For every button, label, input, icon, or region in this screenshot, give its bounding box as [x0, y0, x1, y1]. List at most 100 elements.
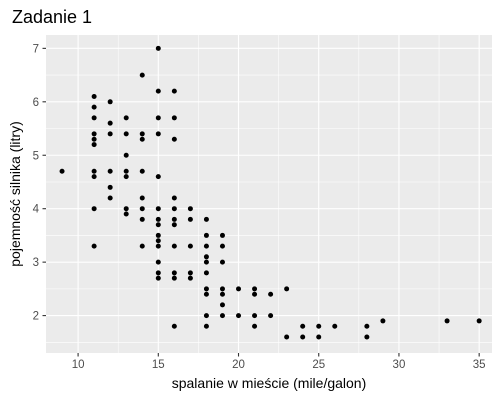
scatter-point	[203, 232, 209, 238]
y-tick-label: 2	[33, 311, 39, 323]
scatter-point	[139, 216, 145, 222]
scatter-point	[203, 313, 209, 319]
y-axis-title: pojemność silnika (litry)	[7, 121, 23, 266]
x-tick-label: 30	[393, 359, 406, 371]
scatter-point	[300, 334, 306, 340]
scatter-point	[219, 232, 225, 238]
scatter-point	[187, 243, 193, 249]
scatter-point	[171, 275, 177, 281]
scatter-point	[171, 222, 177, 228]
scatter-point	[364, 323, 370, 329]
x-tick-label: 35	[473, 359, 486, 371]
scatter-point	[171, 195, 177, 201]
scatter-point	[203, 259, 209, 265]
scatter-point	[219, 291, 225, 297]
scatter-point	[123, 152, 129, 158]
scatter-point	[364, 334, 370, 340]
scatter-point	[123, 131, 129, 137]
scatter-point	[91, 115, 97, 121]
scatter-point	[155, 275, 161, 281]
scatter-point	[155, 270, 161, 276]
scatter-point	[91, 243, 97, 249]
x-tick-label: 10	[72, 359, 85, 371]
scatter-point	[187, 216, 193, 222]
scatter-point	[155, 259, 161, 265]
scatter-point	[171, 270, 177, 276]
scatter-point	[219, 302, 225, 308]
scatter-point	[91, 206, 97, 212]
scatter-point	[139, 243, 145, 249]
scatter-point	[252, 323, 258, 329]
scatter-point	[203, 254, 209, 260]
scatter-point	[155, 206, 161, 212]
scatter-point	[284, 334, 290, 340]
scatter-point	[155, 115, 161, 121]
chart-title: Zadanie 1	[12, 7, 92, 27]
scatter-point	[155, 222, 161, 228]
scatter-point	[155, 243, 161, 249]
scatter-point	[332, 323, 338, 329]
scatter-point	[316, 323, 322, 329]
scatter-point	[123, 211, 129, 217]
scatter-point	[316, 334, 322, 340]
scatter-point	[155, 232, 161, 238]
scatter-point	[107, 195, 113, 201]
scatter-point	[107, 99, 113, 105]
x-axis-title: spalanie w mieście (mile/galon)	[172, 375, 367, 391]
scatter-point	[155, 131, 161, 137]
scatter-point	[203, 286, 209, 292]
scatter-point	[476, 318, 482, 324]
scatter-point	[219, 313, 225, 319]
scatter-point	[155, 174, 161, 180]
scatter-point	[139, 206, 145, 212]
scatter-point	[155, 88, 161, 94]
minor-gridlines	[46, 35, 492, 353]
x-tick-label: 20	[232, 359, 245, 371]
scatter-point	[203, 216, 209, 222]
scatter-point	[171, 216, 177, 222]
scatter-point	[91, 104, 97, 110]
scatter-point	[203, 291, 209, 297]
scatter-point	[139, 131, 145, 137]
scatter-point	[219, 243, 225, 249]
axis-ticks	[42, 47, 480, 357]
x-axis-tick-labels: 10 15 20 25 30 35	[72, 359, 486, 371]
scatter-point	[252, 313, 258, 319]
scatter-point	[219, 259, 225, 265]
scatter-point	[91, 168, 97, 174]
scatter-point	[252, 286, 258, 292]
scatter-point	[107, 184, 113, 190]
scatter-point	[187, 206, 193, 212]
scatter-point	[139, 72, 145, 78]
y-tick-label: 6	[33, 97, 39, 109]
scatter-point	[139, 195, 145, 201]
scatter-point	[139, 136, 145, 142]
scatter-point	[284, 286, 290, 292]
scatter-point	[59, 168, 65, 174]
scatter-point	[123, 174, 129, 180]
x-tick-label: 25	[312, 359, 325, 371]
scatter-point	[91, 174, 97, 180]
plot-panel	[46, 35, 492, 353]
scatter-point	[203, 323, 209, 329]
scatter-point	[107, 168, 113, 174]
y-tick-label: 4	[33, 204, 40, 216]
scatter-point	[187, 270, 193, 276]
y-axis-tick-labels: 2 3 4 5 6 7	[33, 43, 40, 322]
scatter-point	[171, 323, 177, 329]
y-tick-label: 3	[33, 257, 39, 269]
scatter-point	[236, 313, 242, 319]
scatter-point	[155, 238, 161, 244]
scatter-point	[91, 131, 97, 137]
scatter-point	[187, 275, 193, 281]
scatter-point	[171, 88, 177, 94]
scatter-point	[123, 206, 129, 212]
scatter-point	[268, 313, 274, 319]
scatter-point	[91, 142, 97, 148]
scatter-point	[268, 291, 274, 297]
scatter-point	[203, 243, 209, 249]
scatter-point	[252, 291, 258, 297]
scatter-point	[171, 206, 177, 212]
scatter-point	[123, 115, 129, 121]
